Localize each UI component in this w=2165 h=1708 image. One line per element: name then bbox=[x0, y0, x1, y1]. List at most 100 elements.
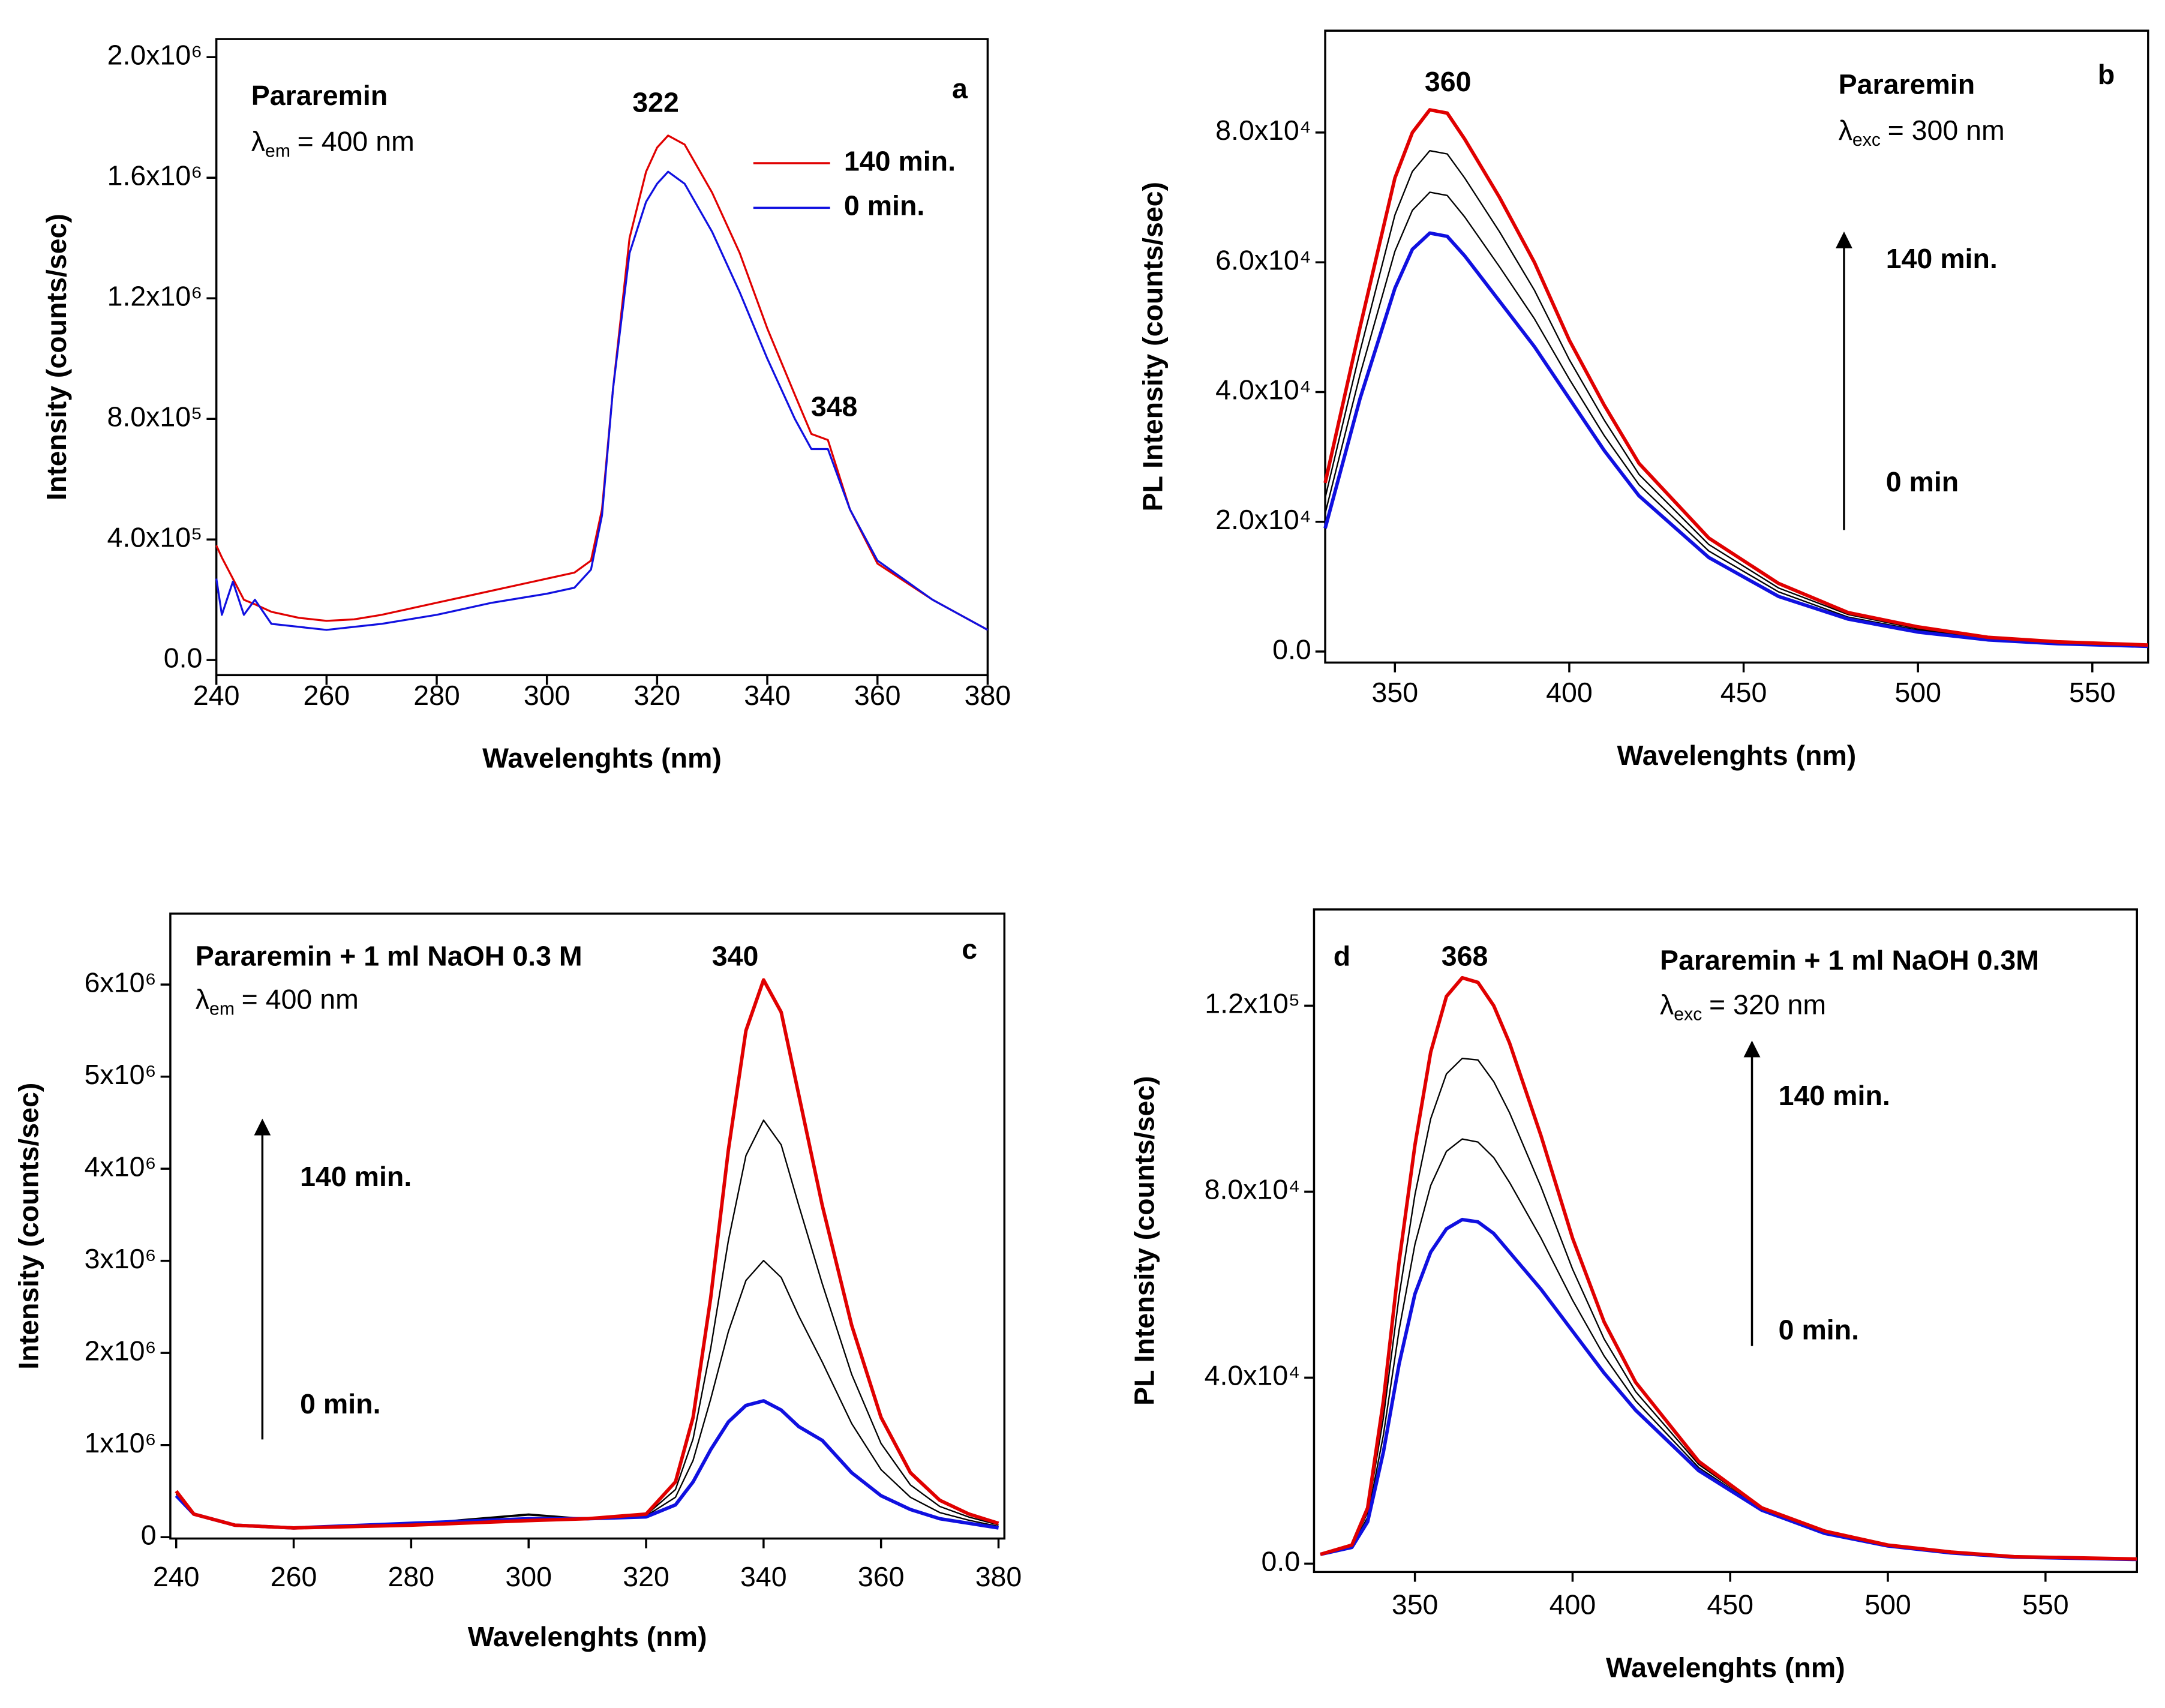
annotation: Pararemin bbox=[1839, 68, 1975, 100]
annotation: 0 min. bbox=[300, 1388, 380, 1419]
x-tick-label: 360 bbox=[854, 680, 901, 711]
annotation-text: = 400 nm bbox=[242, 984, 359, 1015]
annotation: Pararemin + 1 ml NaOH 0.3M bbox=[1660, 945, 2039, 976]
annotation-symbol: λ bbox=[251, 126, 265, 157]
data-line bbox=[1320, 1217, 2137, 1562]
x-axis-label: Wavelenghts (nm) bbox=[482, 742, 722, 773]
annotation-text: = 400 nm bbox=[298, 126, 415, 157]
x-axis-label: Wavelenghts (nm) bbox=[468, 1621, 707, 1652]
annotation: 140 min. bbox=[1886, 243, 1998, 274]
x-tick-label: 400 bbox=[1550, 1589, 1596, 1620]
x-tick-label: 450 bbox=[1707, 1589, 1753, 1620]
annotation: 348 bbox=[811, 391, 858, 422]
data-line bbox=[1320, 975, 2137, 1561]
x-tick-label: 550 bbox=[2069, 677, 2116, 708]
annotation-text: = 320 nm bbox=[1709, 989, 1826, 1020]
data-line bbox=[1324, 150, 2148, 647]
plot-frame bbox=[169, 912, 1006, 1540]
data-line bbox=[175, 978, 999, 1530]
x-tick-label: 340 bbox=[744, 680, 791, 711]
x-tick-label: 350 bbox=[1372, 677, 1419, 708]
annotation: c bbox=[962, 933, 977, 965]
x-tick-label: 360 bbox=[858, 1561, 905, 1592]
x-tick-label: 350 bbox=[1392, 1589, 1439, 1620]
y-axis-label: Intensity (counts/sec) bbox=[41, 214, 72, 500]
x-tick-label: 550 bbox=[2022, 1589, 2069, 1620]
y-tick-label: 0.0 bbox=[1272, 634, 1311, 665]
annotation: d bbox=[1334, 941, 1350, 972]
y-tick-label: 0 bbox=[141, 1519, 157, 1550]
x-tick-label: 280 bbox=[413, 680, 460, 711]
y-tick-label: 1.6x10⁶ bbox=[107, 160, 203, 191]
annotation: Pararemin bbox=[251, 80, 388, 111]
data-line bbox=[1323, 108, 2148, 647]
x-tick-label: 320 bbox=[623, 1561, 669, 1592]
x-tick-label: 340 bbox=[740, 1561, 787, 1592]
annotation-subscript: exc bbox=[1852, 130, 1881, 150]
annotation: 340 bbox=[712, 941, 759, 972]
y-tick-label: 0.0 bbox=[1262, 1546, 1301, 1577]
x-tick-label: 300 bbox=[505, 1561, 552, 1592]
annotation-subscript: em bbox=[265, 141, 290, 161]
x-tick-label: 380 bbox=[965, 680, 1011, 711]
y-tick-label: 8.0x10⁴ bbox=[1205, 1174, 1301, 1205]
annotation: 322 bbox=[632, 87, 679, 118]
legend-label: 0 min. bbox=[844, 190, 924, 221]
y-axis-label: Intensity (counts/sec) bbox=[13, 1083, 44, 1370]
x-tick-label: 380 bbox=[975, 1561, 1022, 1592]
y-tick-label: 0.0 bbox=[164, 642, 203, 673]
annotation-subscript: exc bbox=[1674, 1005, 1702, 1025]
y-tick-label: 1.2x10⁵ bbox=[1205, 988, 1300, 1019]
annotation: a bbox=[952, 73, 968, 104]
x-tick-label: 240 bbox=[153, 1561, 200, 1592]
x-tick-label: 300 bbox=[524, 680, 570, 711]
x-tick-label: 260 bbox=[304, 680, 350, 711]
annotation: 0 min bbox=[1886, 466, 1959, 497]
annotation: 368 bbox=[1442, 941, 1488, 972]
annotation-subscript: em bbox=[209, 999, 235, 1019]
y-tick-label: 1.2x10⁶ bbox=[107, 281, 203, 312]
panel: 350 400 450 500 550 0.0 4.0x10⁴ 8.0x10⁴ 1.2x10⁵ W… bbox=[1129, 908, 2138, 1683]
y-axis-label: PL Intensity (counts/sec) bbox=[1129, 1076, 1160, 1406]
x-tick-label: 260 bbox=[271, 1561, 317, 1592]
x-tick-label: 240 bbox=[193, 680, 240, 711]
panel: 350 400 450 500 550 0.0 2.0x10⁴ 4.0x10⁴ 6.0x10⁴ 8… bbox=[1137, 29, 2149, 771]
annotation: 140 min. bbox=[300, 1161, 412, 1192]
data-line bbox=[1323, 231, 2148, 649]
panel: 240 260 280 300 320 340 360 380 0 1x10⁶ 2x10⁶ 3x10⁶… bbox=[13, 912, 1022, 1652]
plot-frame bbox=[1324, 29, 2149, 664]
annotation-symbol: λ bbox=[1660, 989, 1674, 1020]
y-tick-label: 4x10⁶ bbox=[85, 1151, 157, 1182]
y-tick-label: 4.0x10⁴ bbox=[1205, 1360, 1301, 1391]
annotation-text: = 300 nm bbox=[1888, 115, 2005, 146]
x-tick-label: 400 bbox=[1546, 677, 1593, 708]
data-line bbox=[1320, 1138, 2137, 1560]
x-tick-label: 320 bbox=[634, 680, 681, 711]
y-tick-label: 8.0x10⁵ bbox=[107, 401, 203, 432]
x-tick-label: 500 bbox=[1894, 677, 1941, 708]
y-tick-label: 4.0x10⁴ bbox=[1215, 374, 1311, 406]
annotation-symbol: λ bbox=[196, 984, 209, 1015]
y-tick-label: 1x10⁶ bbox=[85, 1427, 157, 1458]
y-tick-label: 2x10⁶ bbox=[85, 1335, 157, 1366]
annotation: λexc = 300 nm bbox=[1839, 115, 2005, 150]
plot-frame bbox=[215, 38, 989, 677]
y-tick-label: 6x10⁶ bbox=[85, 966, 157, 998]
y-tick-label: 8.0x10⁴ bbox=[1215, 115, 1311, 146]
plot-frame bbox=[1313, 908, 2138, 1574]
annotation: 360 bbox=[1425, 66, 1472, 97]
x-tick-label: 500 bbox=[1864, 1589, 1911, 1620]
y-tick-label: 5x10⁶ bbox=[85, 1059, 157, 1090]
y-tick-label: 6.0x10⁴ bbox=[1215, 244, 1311, 275]
x-axis-label: Wavelenghts (nm) bbox=[1617, 740, 1857, 771]
annotation-symbol: λ bbox=[1839, 115, 1852, 146]
y-tick-label: 2.0x10⁴ bbox=[1215, 504, 1311, 535]
data-line bbox=[215, 170, 989, 631]
annotation: 0 min. bbox=[1779, 1314, 1859, 1346]
data-line bbox=[1324, 191, 2148, 647]
annotation: b bbox=[2098, 59, 2115, 90]
panel: 240 260 280 300 320 340 360 380 0.0 4.0x10⁵ 8.0x10… bbox=[41, 38, 1011, 773]
annotation: 140 min. bbox=[1779, 1080, 1890, 1111]
y-tick-label: 3x10⁶ bbox=[85, 1243, 157, 1274]
